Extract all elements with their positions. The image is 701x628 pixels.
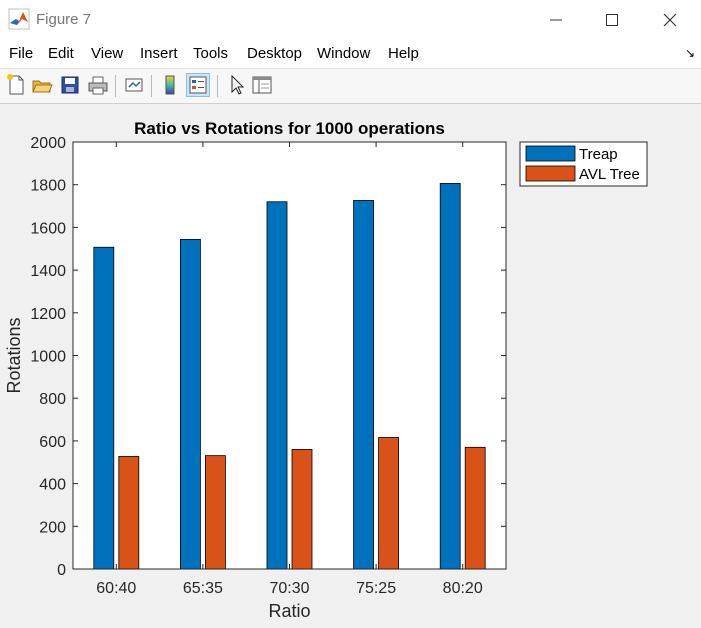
- toolbar-separator: [217, 75, 218, 97]
- y-tick-label: 1000: [30, 349, 66, 366]
- y-tick-label: 1200: [30, 306, 66, 323]
- print-icon[interactable]: [86, 73, 110, 97]
- minimize-button[interactable]: [528, 0, 584, 40]
- menu-view[interactable]: View: [91, 45, 124, 62]
- matlab-logo-icon: [8, 8, 30, 30]
- close-button[interactable]: [642, 0, 698, 40]
- insert-colorbar-icon[interactable]: [158, 73, 182, 97]
- title-bar: Figure 7: [0, 0, 701, 40]
- close-icon: [663, 13, 677, 27]
- bar-treap-75-25: [353, 200, 375, 570]
- plot-area: [73, 142, 506, 569]
- link-plot-icon[interactable]: [122, 73, 146, 97]
- x-axis-label: Ratio: [268, 601, 310, 621]
- menu-edit[interactable]: Edit: [48, 45, 74, 62]
- dock-figure-icon[interactable]: ↘: [684, 46, 695, 60]
- maximize-icon: [606, 14, 618, 26]
- chart-title: Ratio vs Rotations for 1000 operations: [134, 119, 445, 138]
- y-tick-label: 400: [39, 477, 66, 494]
- y-tick-label: 200: [39, 519, 66, 536]
- edit-plot-pointer-icon[interactable]: [224, 73, 248, 97]
- property-inspector-icon[interactable]: [250, 73, 274, 97]
- y-tick-label: 1600: [30, 220, 66, 237]
- y-tick-label: 1800: [30, 178, 66, 195]
- y-tick-label: 600: [39, 434, 66, 451]
- bar-treap-65-35: [179, 238, 201, 570]
- bar-avl-tree-65-35: [204, 455, 226, 570]
- bar-avl-tree-60-40: [118, 456, 140, 570]
- x-tick-label: 75:25: [356, 580, 396, 597]
- x-tick-label: 80:20: [443, 580, 483, 597]
- insert-legend-icon[interactable]: [186, 73, 210, 97]
- new-figure-icon[interactable]: [4, 73, 28, 97]
- bar-treap-60-40: [93, 246, 115, 570]
- menu-desktop[interactable]: Desktop: [247, 45, 303, 62]
- maximize-button[interactable]: [584, 0, 640, 40]
- y-tick-label: 2000: [30, 135, 66, 152]
- x-tick-label: 70:30: [269, 580, 309, 597]
- legend-swatch-treap: [525, 145, 576, 162]
- y-axis-label: Rotations: [4, 317, 24, 393]
- legend-swatch-avl-tree: [525, 165, 576, 182]
- bar-treap-80-20: [439, 183, 461, 570]
- legend-label-treap: Treap: [579, 146, 618, 163]
- save-icon[interactable]: [58, 73, 82, 97]
- x-tick-label: 60:40: [96, 580, 136, 597]
- bar-avl-tree-70-30: [291, 449, 313, 570]
- x-tick-label: 65:35: [183, 580, 223, 597]
- legend-label-avl-tree: AVL Tree: [579, 166, 640, 183]
- y-tick-label: 1400: [30, 263, 66, 280]
- toolbar-separator: [115, 75, 116, 97]
- figure-toolbar: [0, 68, 701, 104]
- menu-tools[interactable]: Tools: [193, 45, 229, 62]
- menu-insert[interactable]: Insert: [140, 45, 178, 62]
- bar-avl-tree-75-25: [378, 437, 400, 570]
- menu-window[interactable]: Window: [317, 45, 371, 62]
- open-file-icon[interactable]: [30, 73, 54, 97]
- y-tick-label: 800: [39, 391, 66, 408]
- figure-canvas: 0 200 400 600 800 1000 1200 1400 1600 1800 2000 60:…: [4, 119, 648, 621]
- y-tick-label: 0: [57, 562, 66, 579]
- window-title: Figure 7: [36, 11, 92, 28]
- menu-help[interactable]: Help: [388, 45, 419, 62]
- menu-bar: File Edit View Insert Tools Desktop Wind…: [0, 40, 701, 68]
- toolbar-separator: [151, 75, 152, 97]
- bar-treap-70-30: [266, 201, 288, 570]
- minimize-icon: [550, 19, 562, 21]
- bar-avl-tree-80-20: [464, 446, 486, 570]
- menu-file[interactable]: File: [9, 45, 34, 62]
